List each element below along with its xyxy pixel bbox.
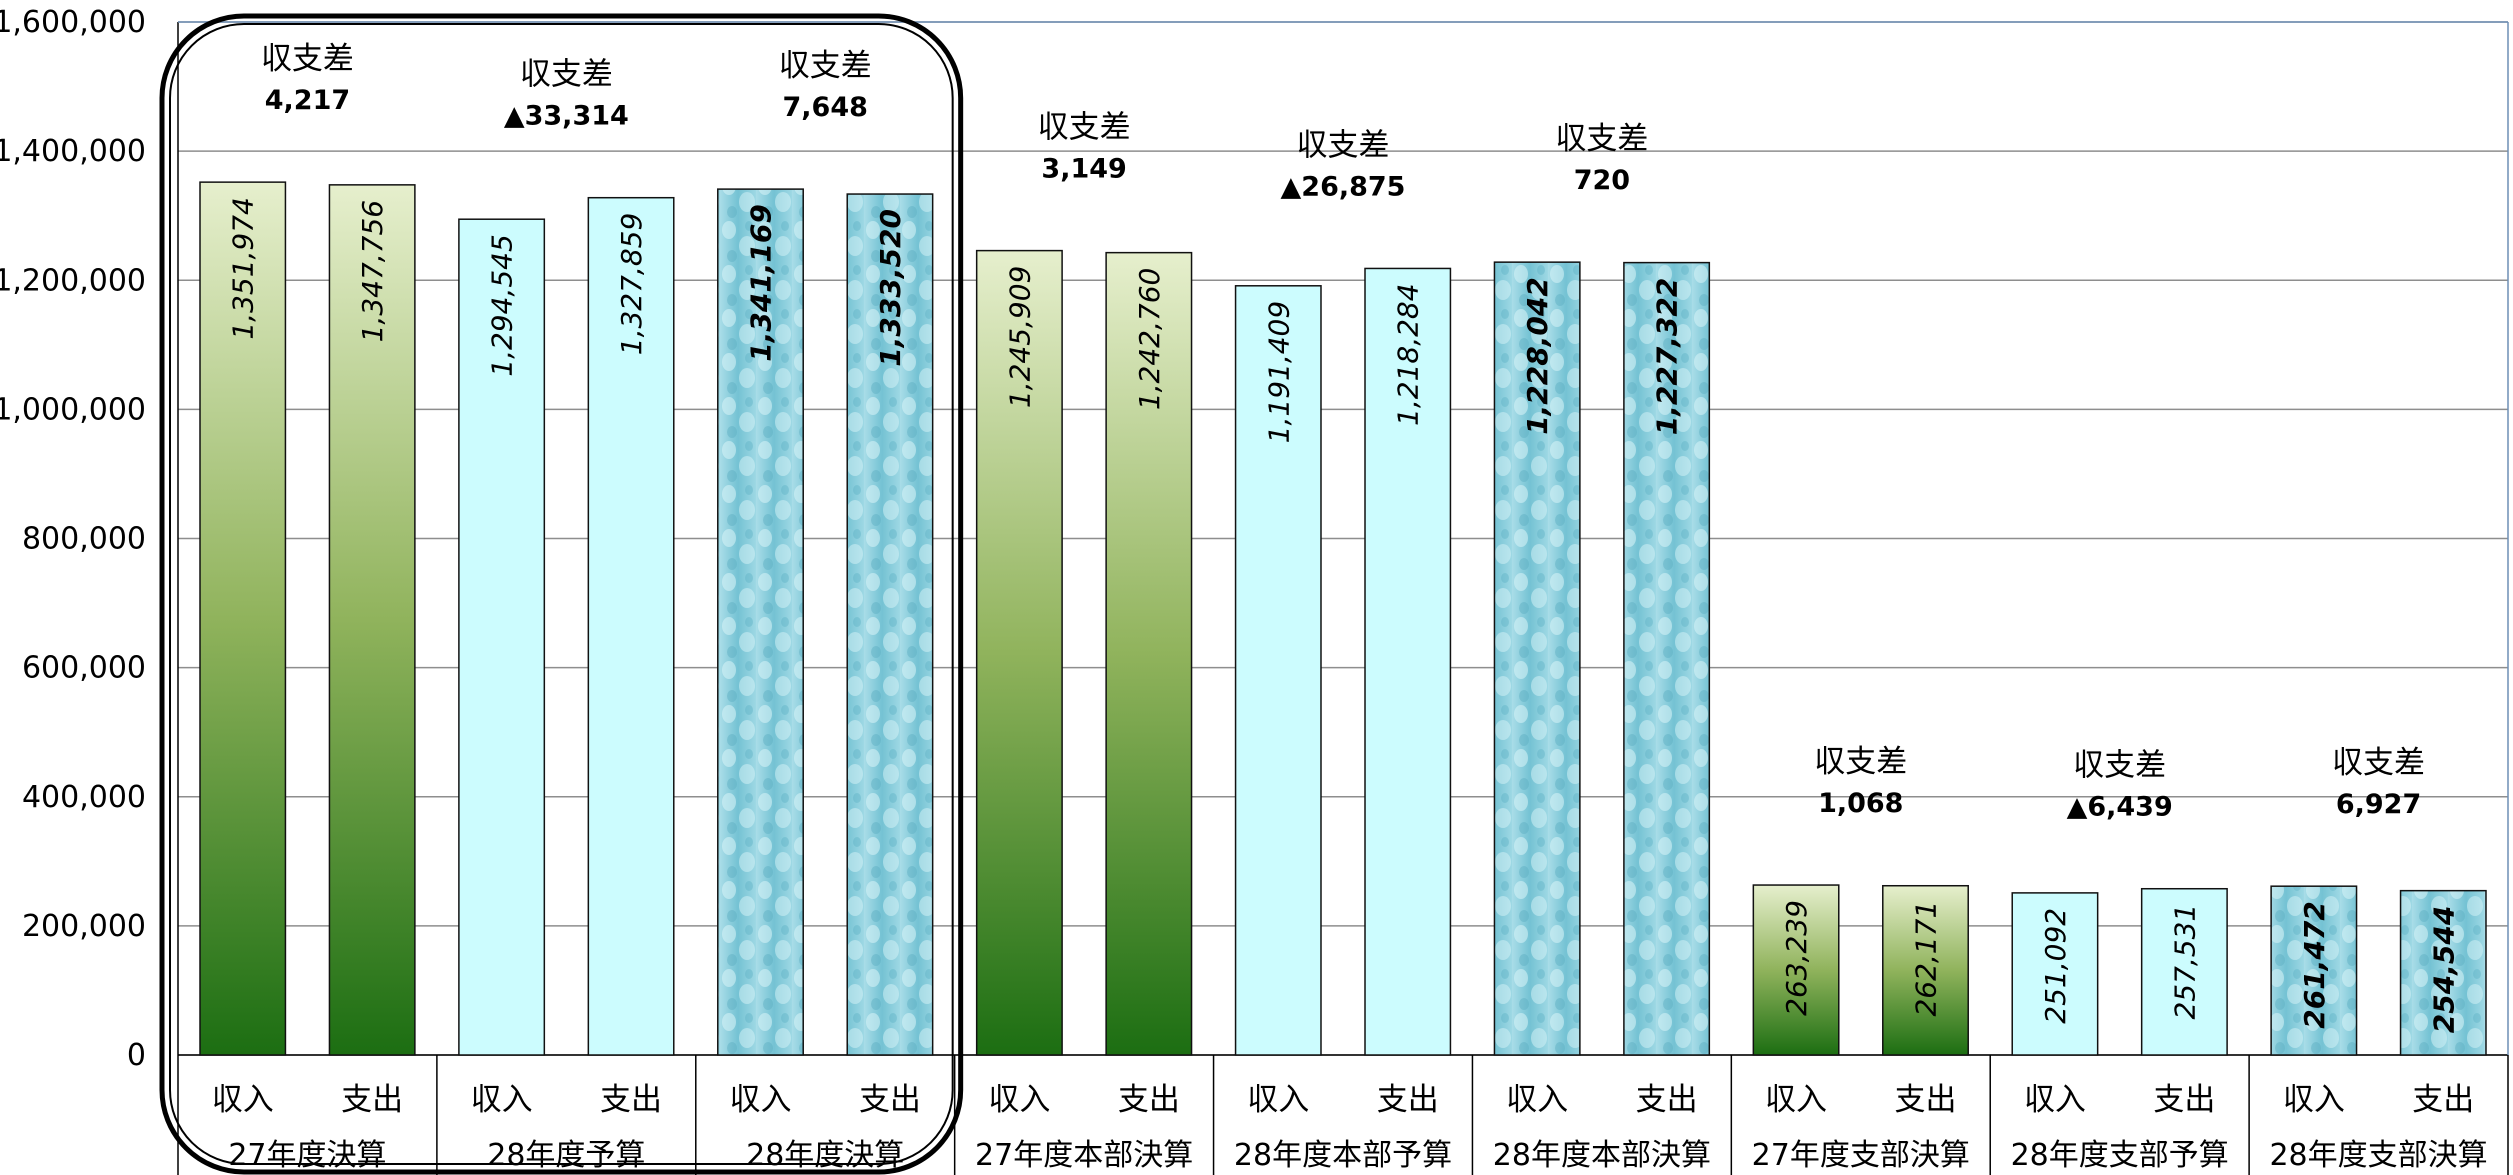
diff-value: ▲6,439 bbox=[2067, 792, 2173, 823]
group-label: 28年度決算 bbox=[746, 1138, 904, 1173]
group-label: 28年度予算 bbox=[487, 1138, 645, 1173]
y-tick-label: 1,000,000 bbox=[0, 392, 146, 427]
bar-value-label: 1,333,520 bbox=[874, 209, 907, 367]
bar-value-label: 257,531 bbox=[2168, 904, 2201, 1020]
diff-title: 収支差 bbox=[1814, 744, 1907, 780]
diff-value: ▲26,875 bbox=[1281, 171, 1406, 202]
bar-category-label: 支出 bbox=[1895, 1082, 1957, 1118]
bar bbox=[199, 181, 287, 1056]
bar-value-label: 1,351,974 bbox=[227, 197, 260, 340]
bar bbox=[846, 193, 934, 1056]
bar-category-label: 収入 bbox=[2283, 1082, 2345, 1118]
diff-title: 収支差 bbox=[1038, 110, 1131, 146]
bar-category-label: 収入 bbox=[2024, 1082, 2086, 1118]
bar bbox=[1364, 267, 1452, 1056]
bar-category-label: 支出 bbox=[341, 1082, 403, 1118]
bar-value-label: 1,245,909 bbox=[1003, 266, 1036, 409]
bars: 1,351,974 1,347,756 1,294,545 1,327,859 1,34… bbox=[199, 181, 2487, 1056]
bar-category-label: 支出 bbox=[600, 1082, 662, 1118]
bar bbox=[1752, 884, 1840, 1056]
group-label: 27年度本部決算 bbox=[975, 1138, 1193, 1173]
bar bbox=[975, 249, 1063, 1056]
bar-value-label: 1,242,760 bbox=[1133, 268, 1166, 411]
diff-title: 収支差 bbox=[779, 48, 872, 84]
bar-category-label: 収入 bbox=[1765, 1082, 1827, 1118]
y-tick-label: 800,000 bbox=[22, 522, 146, 557]
diff-value: 1,068 bbox=[1818, 788, 1903, 819]
bar bbox=[2140, 887, 2228, 1056]
bar-value-label: 262,171 bbox=[1910, 901, 1943, 1017]
bar bbox=[1493, 261, 1581, 1056]
bar bbox=[458, 218, 546, 1056]
bar-value-label: 1,327,859 bbox=[615, 213, 648, 356]
diff-value: ▲33,314 bbox=[504, 101, 629, 132]
bar-category-label: 収入 bbox=[212, 1082, 274, 1118]
bar-category-label: 収入 bbox=[471, 1082, 533, 1118]
diff-value: 6,927 bbox=[2336, 789, 2421, 820]
diff-value: 4,217 bbox=[265, 85, 350, 116]
bar bbox=[717, 188, 804, 1056]
y-tick-label: 200,000 bbox=[22, 909, 146, 944]
bar-category-label: 収入 bbox=[730, 1082, 792, 1118]
group-label: 28年度支部予算 bbox=[2011, 1138, 2229, 1173]
bar-category-label: 収入 bbox=[988, 1082, 1050, 1118]
bar-value-label: 1,294,545 bbox=[486, 234, 519, 377]
bar-category-label: 収入 bbox=[1506, 1082, 1568, 1118]
bar-category-label: 収入 bbox=[1247, 1082, 1309, 1118]
bar bbox=[1882, 884, 1969, 1056]
bar-value-label: 1,191,409 bbox=[1262, 301, 1295, 444]
bar-value-label: 1,227,322 bbox=[1651, 278, 1684, 436]
group-label: 28年度本部予算 bbox=[1234, 1138, 1452, 1173]
highlight-frame-inner bbox=[169, 23, 954, 1165]
bar-value-label: 263,239 bbox=[1780, 900, 1813, 1016]
group-label: 27年度決算 bbox=[228, 1138, 386, 1173]
bar bbox=[2011, 892, 2099, 1056]
bar-value-label: 1,347,756 bbox=[356, 200, 389, 343]
bar bbox=[1105, 251, 1193, 1056]
annotations: 収支差 4,217 収支差 ▲33,314 収支差 7,648 収支差 3,149 収支差 ▲26… bbox=[261, 41, 2425, 823]
diff-title: 収支差 bbox=[261, 41, 354, 77]
bar bbox=[2270, 885, 2358, 1056]
y-tick-label: 600,000 bbox=[22, 651, 146, 686]
diff-title: 収支差 bbox=[2332, 745, 2425, 781]
y-tick-label: 1,600,000 bbox=[0, 5, 146, 40]
bar bbox=[587, 196, 675, 1056]
y-axis: 0 200,000 400,000 600,000 800,000 1,000,000 1,… bbox=[0, 5, 2509, 1175]
y-tick-label: 1,400,000 bbox=[0, 134, 146, 169]
bar-category-label: 支出 bbox=[859, 1082, 921, 1118]
bar-value-label: 254,544 bbox=[2427, 906, 2460, 1034]
group-label: 28年度本部決算 bbox=[1493, 1138, 1711, 1173]
highlight-frame-outer bbox=[159, 13, 964, 1175]
bar-category-label: 支出 bbox=[1118, 1082, 1180, 1118]
diff-value: 3,149 bbox=[1041, 154, 1126, 185]
bar bbox=[2399, 889, 2487, 1056]
y-tick-label: 0 bbox=[127, 1038, 146, 1073]
highlight-frame bbox=[159, 13, 964, 1175]
diff-title: 収支差 bbox=[520, 57, 613, 93]
diff-title: 収支差 bbox=[1555, 121, 1648, 157]
bar bbox=[1234, 285, 1322, 1056]
group-label: 28年度支部決算 bbox=[2269, 1138, 2487, 1173]
bar-value-label: 261,472 bbox=[2298, 901, 2331, 1029]
bar-value-label: 1,341,169 bbox=[745, 204, 778, 362]
bar-category-label: 支出 bbox=[2153, 1082, 2215, 1118]
bar-value-label: 1,228,042 bbox=[1521, 277, 1554, 435]
diff-title: 収支差 bbox=[2073, 748, 2166, 784]
bar-category-label: 支出 bbox=[1636, 1082, 1698, 1118]
bar-category-label: 支出 bbox=[2412, 1082, 2474, 1118]
bar bbox=[1623, 261, 1711, 1056]
x-axis: 収入 支出 27年度決算 収入 支出 28年度予算 収入 支出 28年度決算 収入 支出 27年度本部… bbox=[212, 1055, 2509, 1175]
y-tick-label: 1,200,000 bbox=[0, 263, 146, 298]
diff-value: 7,648 bbox=[783, 92, 868, 123]
bar-value-label: 251,092 bbox=[2039, 908, 2072, 1024]
group-label: 27年度支部決算 bbox=[1752, 1138, 1970, 1173]
bar-category-label: 支出 bbox=[1377, 1082, 1439, 1118]
diff-title: 収支差 bbox=[1297, 127, 1390, 163]
y-tick-label: 400,000 bbox=[22, 780, 146, 815]
diff-value: 720 bbox=[1574, 165, 1630, 196]
bar-value-label: 1,218,284 bbox=[1392, 283, 1425, 426]
bar bbox=[328, 184, 416, 1056]
